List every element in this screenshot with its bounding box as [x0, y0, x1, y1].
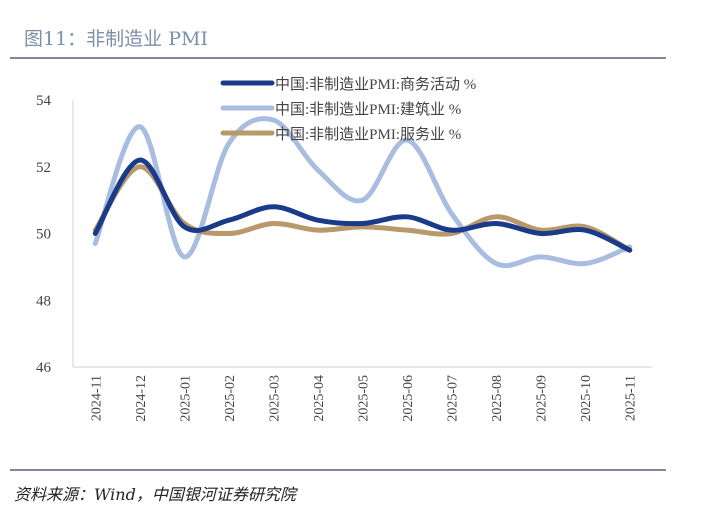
x-tick-label: 2025-07 [446, 375, 461, 422]
x-tick-label: 2025-01 [178, 375, 193, 422]
footer-divider [10, 469, 666, 471]
figure-title: 图11：非制造业 PMI [24, 28, 208, 50]
x-tick-label: 2025-08 [490, 375, 505, 422]
x-tick-label: 2024-11 [89, 375, 104, 421]
x-tick-label: 2024-12 [134, 375, 149, 422]
legend-label: 中国:非制造业PMI:服务业 % [275, 126, 461, 143]
series-line-0 [92, 157, 633, 253]
legend-label: 中国:非制造业PMI:建筑业 % [275, 101, 461, 118]
x-tick-label: 2025-10 [579, 375, 594, 422]
y-tick-label: 52 [36, 160, 51, 176]
y-tick-label: 54 [36, 93, 52, 109]
x-tick-label: 2025-11 [624, 375, 639, 421]
y-tick-label: 50 [36, 227, 51, 243]
x-tick-label: 2025-02 [223, 375, 238, 422]
title-divider [10, 57, 666, 59]
x-tick-label: 2025-03 [267, 375, 282, 422]
series-line-1 [92, 116, 633, 269]
x-tick-label: 2025-05 [357, 375, 372, 422]
y-tick-label: 46 [36, 360, 52, 376]
x-tick-label: 2025-04 [312, 375, 327, 422]
source-note: 资料来源：Wind，中国银河证券研究院 [14, 485, 296, 504]
y-tick-label: 48 [36, 293, 51, 309]
x-tick-label: 2025-06 [401, 375, 416, 422]
x-tick-label: 2025-09 [535, 375, 550, 422]
legend-label: 中国:非制造业PMI:商务活动 % [275, 76, 476, 93]
